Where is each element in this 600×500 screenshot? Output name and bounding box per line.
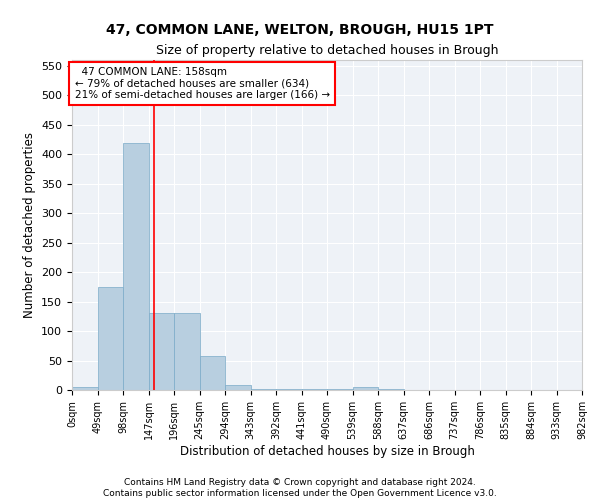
Bar — [353, 387, 378, 390]
Bar — [149, 314, 174, 390]
Bar — [302, 389, 327, 390]
Bar — [276, 389, 302, 390]
Bar — [327, 389, 353, 390]
Bar — [97, 287, 123, 390]
X-axis label: Distribution of detached houses by size in Brough: Distribution of detached houses by size … — [179, 444, 475, 458]
Text: Contains HM Land Registry data © Crown copyright and database right 2024.
Contai: Contains HM Land Registry data © Crown c… — [103, 478, 497, 498]
Bar — [582, 388, 600, 390]
Bar — [251, 389, 276, 390]
Bar — [225, 386, 251, 390]
Bar — [378, 389, 404, 390]
Text: 47, COMMON LANE, WELTON, BROUGH, HU15 1PT: 47, COMMON LANE, WELTON, BROUGH, HU15 1P… — [106, 22, 494, 36]
Bar — [123, 142, 149, 390]
Bar — [72, 387, 97, 390]
Bar — [174, 314, 199, 390]
Y-axis label: Number of detached properties: Number of detached properties — [23, 132, 35, 318]
Title: Size of property relative to detached houses in Brough: Size of property relative to detached ho… — [156, 44, 498, 58]
Bar — [199, 356, 225, 390]
Text: 47 COMMON LANE: 158sqm
← 79% of detached houses are smaller (634)
21% of semi-de: 47 COMMON LANE: 158sqm ← 79% of detached… — [74, 67, 330, 100]
